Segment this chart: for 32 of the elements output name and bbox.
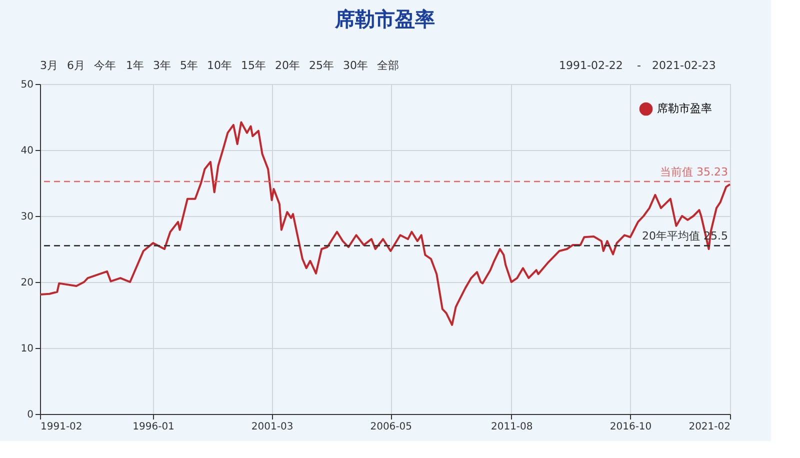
x-tick-label: 2011-08 — [490, 422, 533, 432]
y-tick-label: 20 — [20, 278, 34, 288]
legend-label: 席勒市盈率 — [657, 102, 712, 115]
text: 30年 — [343, 59, 368, 72]
text: 1991-02-22 — [559, 59, 623, 72]
x-tick-label: 2021-02 — [688, 422, 730, 432]
text: 10年 — [207, 59, 232, 72]
text: 今年 — [94, 59, 116, 72]
text: 3月 — [40, 59, 58, 72]
text: 1年 — [126, 59, 144, 72]
text: - — [637, 59, 641, 72]
text: 20年 — [275, 59, 300, 72]
text: 15年 — [241, 59, 266, 72]
text: 全部 — [377, 59, 399, 72]
y-tick-label: 40 — [20, 146, 34, 156]
y-tick-label: 30 — [20, 212, 34, 222]
ref-line-label: 当前值 35.23 — [660, 165, 728, 178]
y-tick-label: 10 — [20, 344, 34, 354]
y-tick-label: 50 — [20, 80, 34, 90]
text: 6月 — [67, 59, 85, 72]
x-tick-label: 2001-03 — [251, 422, 294, 432]
chart-title: 席勒市盈率 — [334, 7, 435, 31]
text: 25年 — [309, 59, 334, 72]
x-tick-label: 2016-10 — [610, 422, 652, 432]
x-tick-label: 2006-05 — [370, 422, 412, 432]
y-tick-label: 0 — [27, 410, 34, 420]
x-tick-label: 1991-02 — [40, 422, 82, 432]
text: 2021-02-23 — [652, 59, 716, 72]
line-series — [39, 121, 731, 326]
text: 3年 — [153, 59, 171, 72]
text: 5年 — [180, 59, 198, 72]
x-tick-label: 1996-01 — [132, 422, 174, 432]
